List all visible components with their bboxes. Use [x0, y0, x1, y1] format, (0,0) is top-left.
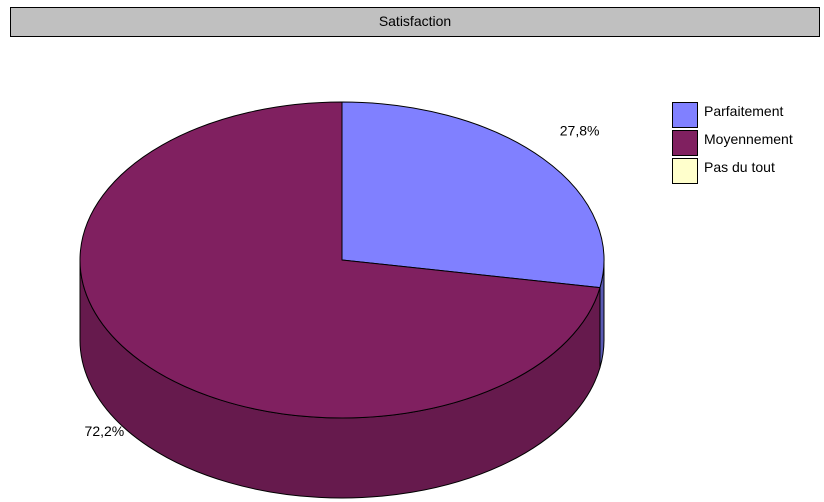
pie-slice-1 — [79, 101, 601, 419]
legend-swatch — [672, 158, 698, 184]
legend-item-pas-du-tout: Pas du tout — [672, 158, 824, 186]
legend-swatch — [672, 102, 698, 128]
legend-label: Pas du tout — [704, 159, 775, 175]
data-label-1: 72,2% — [85, 423, 125, 439]
pie-labels: 27,8% 72,2% — [85, 122, 600, 439]
legend-label: Parfaitement — [704, 103, 784, 119]
pie-slice-0 — [341, 101, 605, 289]
legend-label: Moyennement — [704, 131, 793, 147]
legend-swatch — [672, 130, 698, 156]
chart-title: Satisfaction — [10, 7, 820, 37]
pie-tops — [79, 101, 605, 419]
legend: Parfaitement Moyennement Pas du tout — [672, 102, 824, 186]
data-label-0: 27,8% — [560, 122, 600, 138]
legend-item-moyennement: Moyennement — [672, 130, 824, 158]
legend-item-parfaitement: Parfaitement — [672, 102, 824, 130]
